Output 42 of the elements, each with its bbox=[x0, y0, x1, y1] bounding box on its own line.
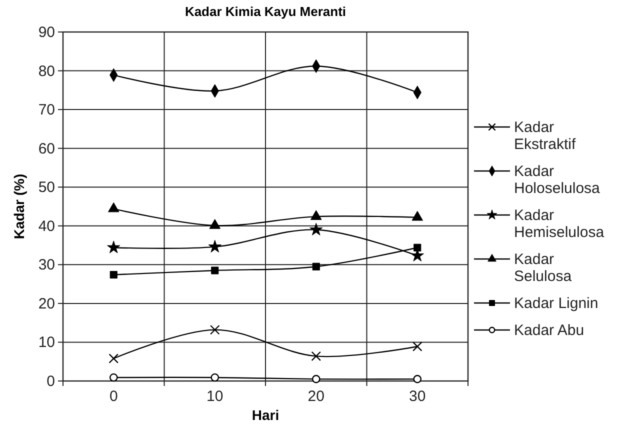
y-tick-label: 90 bbox=[38, 24, 55, 41]
point bbox=[109, 373, 118, 382]
point bbox=[210, 373, 220, 382]
legend-label: Kadar Abu bbox=[514, 322, 584, 339]
chart-title: Kadar Kimia Kayu Meranti bbox=[184, 4, 346, 19]
point bbox=[414, 244, 422, 252]
y-tick-label: 0 bbox=[46, 373, 55, 390]
y-tick-label: 20 bbox=[38, 295, 55, 312]
point bbox=[208, 240, 222, 252]
y-axis-title: Kadar (%) bbox=[11, 174, 27, 240]
x-axis-title: Hari bbox=[252, 407, 280, 423]
y-tick-label: 30 bbox=[38, 256, 55, 274]
y-tick-label: 40 bbox=[38, 218, 55, 235]
x-tick-label: 10 bbox=[206, 388, 224, 405]
y-tick-label: 50 bbox=[38, 179, 55, 196]
point bbox=[310, 222, 323, 236]
point bbox=[412, 342, 422, 352]
y-tick-label: 70 bbox=[38, 102, 55, 119]
point bbox=[412, 210, 423, 221]
point bbox=[110, 270, 118, 279]
legend-label: Kadar Ekstraktif bbox=[514, 119, 577, 153]
legend-label: Kadar Holoselulosa bbox=[514, 163, 601, 197]
legend-label: Kadar Hemiselulosa bbox=[514, 207, 605, 241]
point bbox=[107, 240, 120, 254]
point bbox=[312, 262, 320, 270]
point bbox=[413, 374, 422, 384]
point bbox=[311, 351, 322, 362]
point bbox=[312, 374, 320, 384]
legend-label: Kadar Lignin bbox=[514, 295, 598, 312]
x-tick-label: 20 bbox=[308, 388, 324, 405]
legend-label: Kadar Selulosa bbox=[514, 251, 572, 285]
point bbox=[108, 202, 120, 212]
y-tick-label: 80 bbox=[38, 62, 55, 80]
point bbox=[209, 219, 220, 229]
y-tick-label: 10 bbox=[38, 334, 55, 352]
y-tick-label: 60 bbox=[38, 140, 55, 158]
x-tick-label: 30 bbox=[409, 388, 426, 405]
point bbox=[210, 324, 220, 335]
point bbox=[211, 266, 219, 274]
x-tick-label: 0 bbox=[109, 388, 118, 405]
point bbox=[310, 210, 322, 220]
point bbox=[108, 354, 119, 364]
